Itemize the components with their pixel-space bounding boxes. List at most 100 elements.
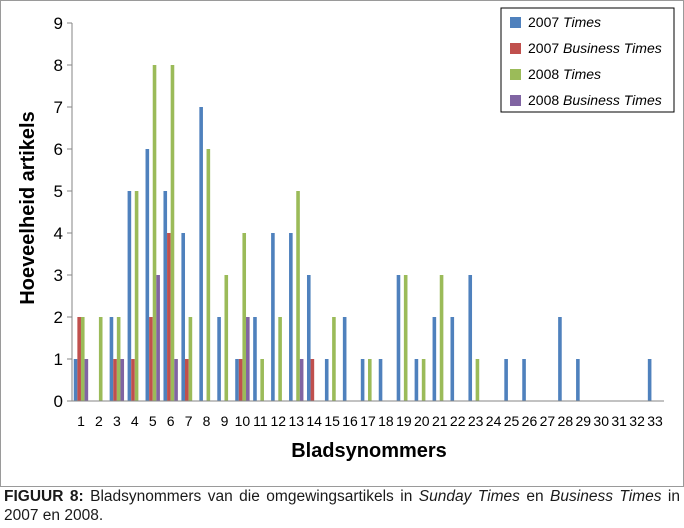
x-tick-label: 31: [611, 413, 627, 429]
bar-series-1: [271, 233, 275, 401]
y-tick-label: 2: [54, 308, 63, 327]
x-tick-label: 10: [235, 413, 251, 429]
x-tick-label: 9: [221, 413, 229, 429]
bar-series-3: [242, 233, 247, 401]
bar-series-3: [421, 359, 426, 401]
x-ticks: 1 2 3 4 5 6 7 8 9 10 11 12 13 14 15 16 17 18 19 20 21 22 23 24 2…: [77, 413, 663, 429]
bar-series-1: [414, 359, 419, 401]
y-axis-label: Hoeveelheid artikels: [17, 111, 39, 304]
bar-series-3: [116, 317, 121, 401]
bar-series-1: [163, 191, 168, 401]
legend-entry: 2008 Times: [528, 66, 601, 82]
bar-series-1: [289, 233, 293, 401]
legend-swatch: [510, 17, 521, 28]
bar-series-1: [127, 191, 132, 401]
bar-series-3: [475, 359, 480, 401]
y-ticks: 0 1 2 3 4 5 6 7 8 9: [54, 14, 72, 411]
y-tick-label: 9: [54, 14, 63, 33]
bar-series-1: [306, 275, 311, 401]
legend-entry-year: 2007: [528, 40, 563, 56]
bar-series-3: [188, 317, 193, 401]
bar-series-4: [174, 359, 178, 401]
x-tick-label: 3: [113, 413, 121, 429]
bar-series-3: [439, 275, 444, 401]
x-tick-label: 25: [504, 413, 520, 429]
bars-layer: [73, 65, 652, 401]
x-tick-label: 13: [288, 413, 304, 429]
bar-series-1: [558, 317, 562, 401]
x-tick-label: 4: [131, 413, 139, 429]
y-tick-label: 8: [54, 56, 63, 75]
bar-series-1: [360, 359, 365, 401]
bar-series-3: [80, 317, 85, 401]
bar-series-3: [296, 191, 300, 401]
x-tick-label: 16: [342, 413, 358, 429]
x-tick-label: 21: [432, 413, 448, 429]
x-tick-label: 29: [575, 413, 591, 429]
x-tick-label: 19: [396, 413, 412, 429]
y-tick-label: 4: [54, 224, 63, 243]
bar-series-1: [73, 359, 78, 401]
bar-series-4: [299, 359, 304, 401]
y-tick-label: 5: [54, 182, 63, 201]
legend-entry: 2007 Business Times: [528, 40, 662, 56]
x-tick-label: 23: [468, 413, 484, 429]
bar-series-1: [217, 317, 221, 401]
x-tick-label: 20: [414, 413, 430, 429]
bar-series-1: [145, 149, 150, 401]
bar-series-3: [152, 65, 157, 401]
bar-series-1: [235, 359, 239, 401]
bar-series-3: [206, 149, 211, 401]
x-tick-label: 14: [306, 413, 322, 429]
bar-series-1: [432, 317, 437, 401]
y-tick-label: 1: [54, 350, 63, 369]
bar-series-3: [98, 317, 103, 401]
x-axis-label: Bladsynommers: [291, 440, 447, 462]
caption-italic-1: Sunday Times: [418, 488, 520, 505]
bar-series-2: [185, 359, 189, 401]
bar-series-1: [199, 107, 203, 401]
bar-series-3: [260, 359, 264, 401]
legend-swatch: [510, 95, 521, 106]
x-tick-label: 28: [558, 413, 574, 429]
x-tick-label: 22: [450, 413, 466, 429]
y-tick-label: 7: [54, 98, 63, 117]
bar-series-1: [253, 317, 257, 401]
bar-series-3: [368, 359, 372, 401]
bar-series-2: [149, 317, 153, 401]
bar-series-1: [504, 359, 508, 401]
x-tick-label: 8: [203, 413, 211, 429]
legend-entry-source: Business Times: [563, 40, 662, 56]
bar-series-1: [522, 359, 526, 401]
x-tick-label: 7: [185, 413, 193, 429]
legend-entry-source: Times: [563, 66, 601, 82]
legend-entry-source: Times: [563, 14, 601, 30]
bar-series-4: [156, 275, 160, 401]
bar-series-1: [468, 275, 473, 401]
bar-series-4: [84, 359, 89, 401]
bar-series-1: [576, 359, 580, 401]
y-tick-label: 0: [54, 392, 63, 411]
bar-series-3: [332, 317, 336, 401]
x-tick-label: 17: [360, 413, 376, 429]
caption-text-3: in 2007 en 2008.: [4, 488, 680, 524]
x-tick-label: 26: [522, 413, 538, 429]
bar-series-2: [131, 359, 135, 401]
bar-series-2: [238, 359, 243, 401]
bar-series-1: [396, 275, 401, 401]
bar-series-1: [647, 359, 652, 401]
legend-entry-year: 2007: [528, 14, 563, 30]
legend-swatch: [510, 43, 521, 54]
bar-series-3: [403, 275, 408, 401]
x-tick-label: 24: [486, 413, 502, 429]
x-tick-label: 15: [324, 413, 340, 429]
x-tick-label: 5: [149, 413, 157, 429]
bar-series-2: [167, 233, 171, 401]
x-tick-label: 2: [95, 413, 103, 429]
legend-entry-year: 2008: [528, 66, 563, 82]
x-tick-label: 27: [540, 413, 556, 429]
bar-series-2: [113, 359, 117, 401]
bar-series-1: [342, 317, 347, 401]
